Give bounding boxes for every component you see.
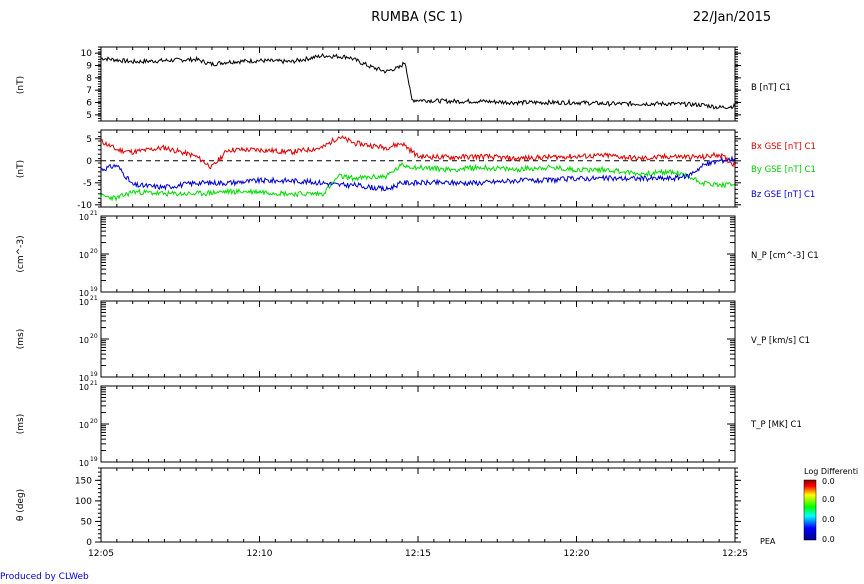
series-b-line xyxy=(100,52,736,110)
legend-bx: Bx GSE [nT] C1 xyxy=(751,142,816,152)
panel-vp-frame xyxy=(100,300,736,378)
panel-pea-yaxis: 150 100 50 0 xyxy=(75,467,741,548)
legend-np: N_P [cm^-3] C1 xyxy=(751,251,819,261)
legend-tp: T_P [MK] C1 xyxy=(750,420,802,430)
log-tick-label: 10 xyxy=(79,383,89,392)
legend-by: By GSE [nT] C1 xyxy=(751,165,816,175)
y-tick-label: 5 xyxy=(86,135,92,145)
y-tick-label: 0 xyxy=(86,538,92,548)
panel-np-ylabel: (cm^-3) xyxy=(16,235,26,272)
series-layer xyxy=(100,52,736,202)
panel-bgse-yaxis: 5 0 -5 -10 xyxy=(77,131,741,211)
y-tick-label: 6 xyxy=(86,99,92,109)
colorbar xyxy=(803,479,817,541)
log-tick-label: 10 xyxy=(79,298,89,307)
log-tick-label: 10 xyxy=(79,459,89,468)
time-tick-label: 12:25 xyxy=(722,549,748,559)
log-tick-label: 10 xyxy=(79,336,89,345)
log-exponent: 19 xyxy=(90,371,98,378)
log-exponent: 20 xyxy=(90,248,98,255)
panel-frames xyxy=(100,46,736,543)
panel-vp-ylabel: (ms) xyxy=(16,329,26,349)
legend-vp: V_P [km/s] C1 xyxy=(751,336,810,346)
panel-bgse-ylabel: (nT) xyxy=(16,160,26,178)
log-exponent: 20 xyxy=(90,418,98,425)
log-tick-label: 10 xyxy=(79,374,89,383)
plot-date: 22/Jan/2015 xyxy=(693,10,771,25)
colorbar-label-1: 0.0 xyxy=(822,477,835,486)
legend-bz: Bz GSE [nT] C1 xyxy=(751,190,815,200)
series-by-line xyxy=(100,162,736,202)
y-tick-label: -10 xyxy=(77,201,92,211)
log-tick-label: 10 xyxy=(79,289,89,298)
panel-tp-frame xyxy=(100,385,736,463)
y-tick-label: 9 xyxy=(86,62,92,72)
panel-tp-ylabel: (ms) xyxy=(16,414,26,434)
panel-pea-ylabel: θ (deg) xyxy=(16,489,26,521)
colorbar-label-4: 0.0 xyxy=(822,535,835,544)
y-tick-label: 100 xyxy=(75,497,92,507)
y-tick-label: -5 xyxy=(83,179,92,189)
series-bz-line xyxy=(100,155,736,193)
legend-b: B [nT] C1 xyxy=(751,83,791,93)
log-exponent: 19 xyxy=(90,286,98,293)
panel-np-frame xyxy=(100,215,736,293)
y-tick-label: 7 xyxy=(86,86,92,96)
log-tick-label: 10 xyxy=(79,251,89,260)
series-bx-line xyxy=(100,135,736,170)
pea-label: PEA xyxy=(760,537,776,546)
time-tick-marks xyxy=(100,47,736,542)
y-tick-label: 50 xyxy=(81,517,93,527)
y-tick-label: 0 xyxy=(86,157,92,167)
y-tick-label: 5 xyxy=(86,111,92,121)
log-exponent: 21 xyxy=(90,210,98,217)
log-exponent: 21 xyxy=(90,380,98,387)
log-exponent: 21 xyxy=(90,295,98,302)
colorbar-title: Log Differenti xyxy=(804,467,858,476)
log-tick-label: 10 xyxy=(79,421,89,430)
colorbar-label-3: 0.0 xyxy=(822,515,835,524)
time-tick-label: 12:10 xyxy=(247,549,273,559)
panel-b-ylabel: (nT) xyxy=(16,76,26,94)
credit-link[interactable]: Produced by CLWeb xyxy=(0,572,89,582)
time-axis-labels: 12:05 12:10 12:15 12:20 12:25 xyxy=(88,549,748,559)
y-tick-label: 150 xyxy=(75,476,92,486)
colorbar-label-2: 0.0 xyxy=(822,495,835,504)
time-tick-label: 12:20 xyxy=(564,549,590,559)
log-exponent: 19 xyxy=(90,456,98,463)
y-tick-label: 10 xyxy=(81,49,93,59)
panel-b-yaxis: 10 9 8 7 6 5 xyxy=(81,46,741,122)
y-tick-label: 8 xyxy=(86,74,92,84)
panel-pea-frame xyxy=(100,467,736,543)
log-tick-label: 10 xyxy=(79,213,89,222)
panel-bgse-frame xyxy=(100,129,736,208)
time-tick-label: 12:15 xyxy=(405,549,431,559)
plot-title: RUMBA (SC 1) xyxy=(371,10,463,25)
time-tick-label: 12:05 xyxy=(88,549,114,559)
log-exponent: 20 xyxy=(90,333,98,340)
